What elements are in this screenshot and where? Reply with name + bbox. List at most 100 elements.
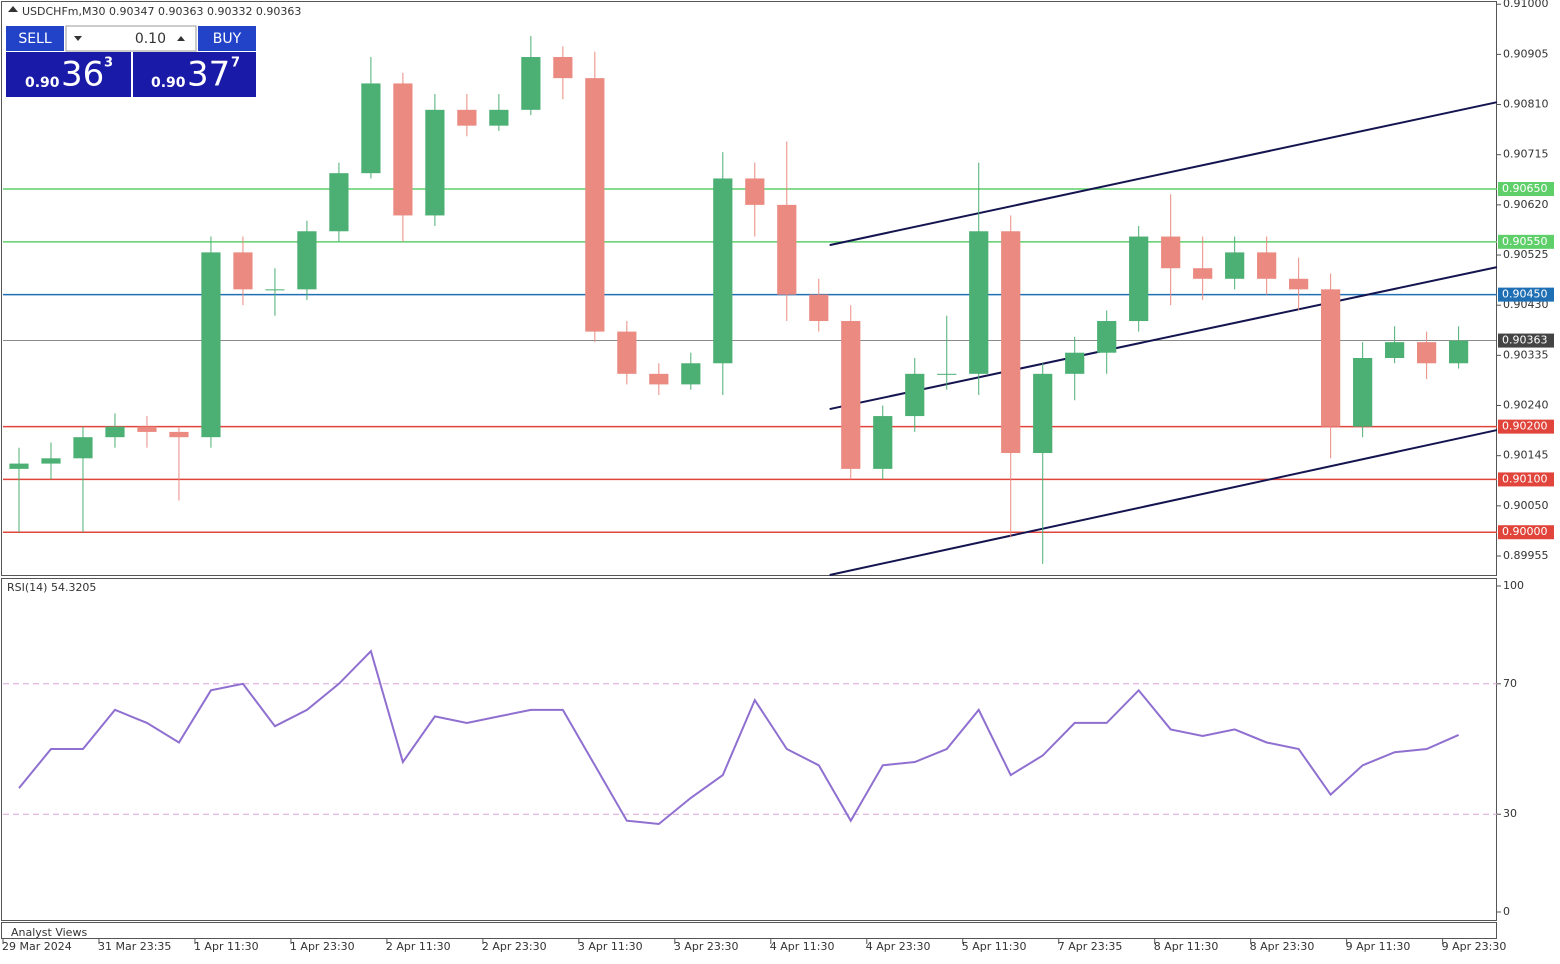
bid-box[interactable] bbox=[6, 52, 131, 97]
candle-body bbox=[905, 373, 925, 417]
candle-body bbox=[233, 252, 253, 290]
level-tag bbox=[1498, 287, 1554, 302]
candle-body bbox=[873, 416, 893, 469]
sell-button[interactable] bbox=[6, 26, 64, 51]
x-tick-label: 29 Mar 2024 bbox=[2, 940, 72, 953]
level-tag bbox=[1498, 419, 1554, 434]
y-tick-label: 0.90335 bbox=[1503, 348, 1549, 361]
x-tick-label: 8 Apr 11:30 bbox=[1154, 940, 1219, 953]
analyst-frame bbox=[1, 922, 1497, 939]
analyst-views[interactable]: Analyst Views bbox=[11, 926, 87, 939]
y-tick-label: 0.90905 bbox=[1503, 47, 1549, 60]
candle-body bbox=[1001, 231, 1021, 454]
x-tick-label: 5 Apr 11:30 bbox=[962, 940, 1027, 953]
level-label: 0.90450 bbox=[1502, 288, 1548, 301]
candle-body bbox=[297, 231, 317, 290]
candle-body bbox=[1289, 278, 1309, 290]
x-tick-label: 2 Apr 23:30 bbox=[482, 940, 547, 953]
candle-body bbox=[201, 252, 221, 438]
candle-body bbox=[969, 231, 989, 374]
x-tick-label: 31 Mar 23:35 bbox=[98, 940, 171, 953]
bid-prefix: 0.90 bbox=[25, 75, 60, 91]
trade-panel: SELL 0.10 BUY 0.90 36 3 0.90 37 7 bbox=[6, 25, 256, 97]
candle-body bbox=[713, 178, 733, 364]
candle-body bbox=[1033, 373, 1053, 454]
buy-label: BUY bbox=[213, 31, 242, 47]
rsi-tick-label: 30 bbox=[1503, 807, 1517, 820]
level-label: 0.90000 bbox=[1502, 525, 1548, 538]
candle-body bbox=[361, 83, 381, 174]
ask-box[interactable] bbox=[133, 52, 256, 97]
candle-body bbox=[1097, 321, 1117, 353]
level-tag bbox=[1498, 333, 1554, 348]
y-tick-label: 0.90050 bbox=[1503, 499, 1549, 512]
ask-small: 7 bbox=[231, 56, 240, 71]
lot-down[interactable] bbox=[74, 36, 82, 41]
rsi-frame bbox=[1, 578, 1497, 921]
candle-body bbox=[937, 373, 957, 375]
candle-body bbox=[553, 57, 573, 79]
y-tick-label: 0.90240 bbox=[1503, 399, 1549, 412]
y-tick-label: 0.90715 bbox=[1503, 148, 1549, 161]
lot-box[interactable] bbox=[65, 25, 197, 52]
y-tick-label: 0.89955 bbox=[1503, 549, 1549, 562]
candle-body bbox=[1353, 357, 1373, 427]
y-tick-label: 0.90810 bbox=[1503, 98, 1549, 111]
candle-body bbox=[1449, 340, 1469, 364]
ask-big: 37 bbox=[187, 55, 230, 95]
candle-body bbox=[1161, 236, 1181, 269]
trendline bbox=[829, 266, 1498, 411]
candle-body bbox=[617, 331, 637, 374]
candle-body bbox=[1225, 252, 1245, 279]
candle-body bbox=[777, 204, 797, 295]
candle-body bbox=[457, 109, 477, 126]
rsi-tick-label: 0 bbox=[1503, 905, 1510, 918]
level-label: 0.90200 bbox=[1502, 420, 1548, 433]
level-tag bbox=[1498, 234, 1554, 249]
level-tag bbox=[1498, 472, 1554, 487]
candle-body bbox=[521, 57, 541, 110]
level-label: 0.90100 bbox=[1502, 472, 1548, 485]
chart-title: USDCHFm,M30 0.90347 0.90363 0.90332 0.90… bbox=[22, 5, 301, 18]
y-tick-label: 0.90525 bbox=[1503, 248, 1549, 261]
y-tick-label: 0.90620 bbox=[1503, 198, 1549, 211]
y-tick-label: 0.91000 bbox=[1503, 0, 1549, 10]
candle-body bbox=[169, 431, 189, 438]
rsi-line bbox=[18, 649, 1460, 826]
candle-body bbox=[745, 178, 765, 205]
candle-body bbox=[105, 426, 125, 438]
bid-big: 36 bbox=[61, 55, 104, 95]
x-tick-label: 3 Apr 23:30 bbox=[674, 940, 739, 953]
lot-up[interactable] bbox=[177, 36, 185, 41]
level-tag bbox=[1498, 525, 1554, 540]
candle-body bbox=[585, 78, 605, 332]
candle-body bbox=[489, 109, 509, 126]
buy-button[interactable] bbox=[198, 26, 256, 51]
x-tick-label: 1 Apr 11:30 bbox=[194, 940, 259, 953]
level-label: 0.90363 bbox=[1502, 334, 1548, 347]
candle-body bbox=[649, 373, 669, 385]
level-tag bbox=[1498, 182, 1554, 197]
x-tick-label: 2 Apr 11:30 bbox=[386, 940, 451, 953]
x-tick-label: 8 Apr 23:30 bbox=[1250, 940, 1315, 953]
lot-value: 0.10 bbox=[135, 31, 166, 47]
candle-body bbox=[73, 437, 93, 459]
level-label: 0.90650 bbox=[1502, 182, 1548, 195]
bid-small: 3 bbox=[104, 56, 113, 71]
candle-body bbox=[809, 294, 829, 322]
x-tick-label: 9 Apr 23:30 bbox=[1442, 940, 1507, 953]
candle-body bbox=[9, 463, 29, 469]
level-label: 0.90550 bbox=[1502, 235, 1548, 248]
candle-body bbox=[1321, 289, 1341, 427]
candle-body bbox=[1129, 236, 1149, 322]
x-tick-label: 3 Apr 11:30 bbox=[578, 940, 643, 953]
candle-body bbox=[1385, 342, 1405, 358]
candle-body bbox=[329, 173, 349, 232]
ask-prefix: 0.90 bbox=[151, 75, 186, 91]
rsi-tick-label: 100 bbox=[1503, 579, 1524, 592]
x-tick-label: 1 Apr 23:30 bbox=[290, 940, 355, 953]
candle-body bbox=[1193, 268, 1213, 279]
candle-body bbox=[1065, 352, 1085, 374]
collapse-icon[interactable] bbox=[8, 6, 18, 12]
